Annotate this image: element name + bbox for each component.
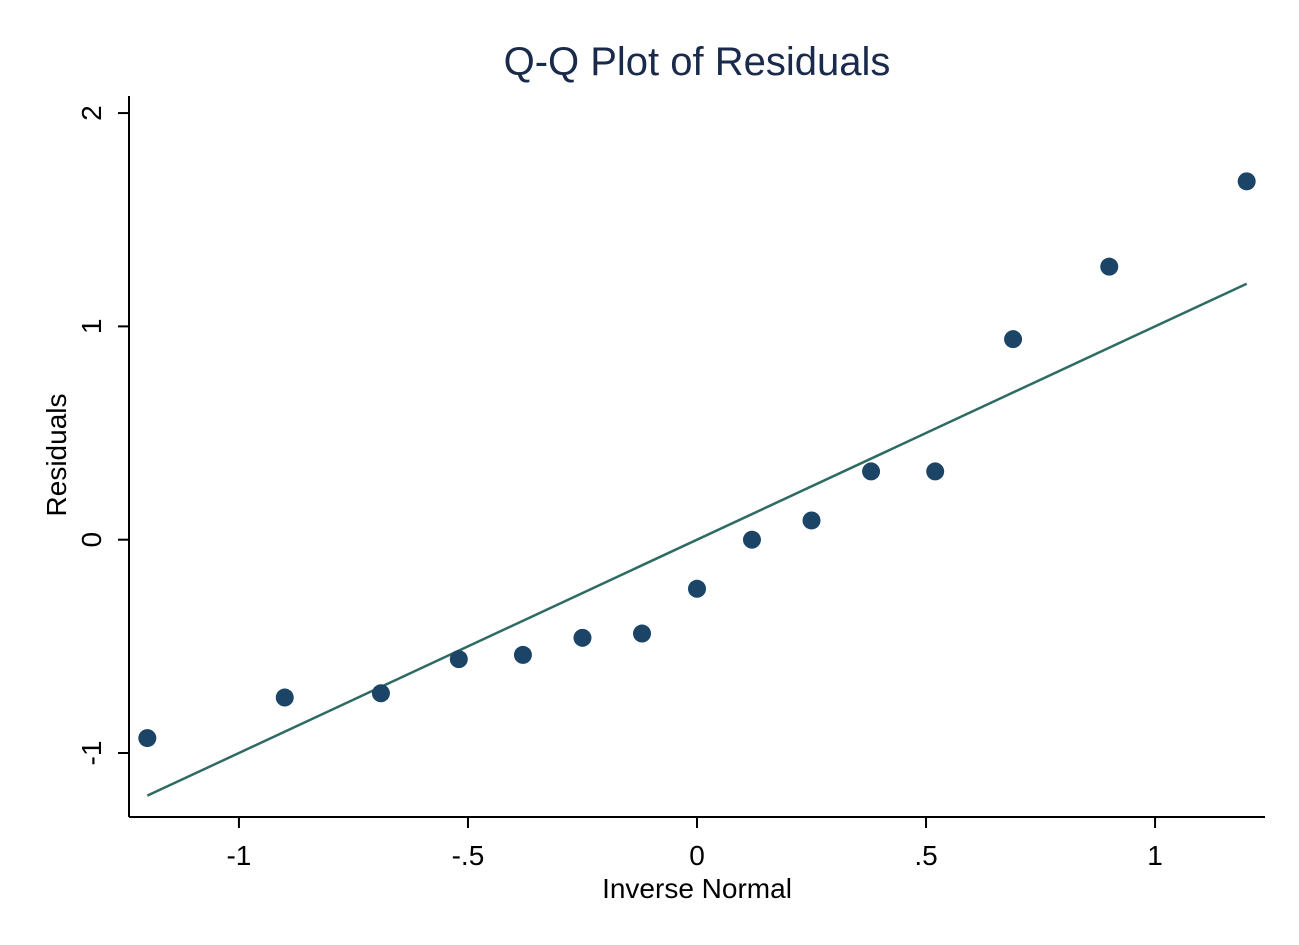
residual-point xyxy=(1100,257,1119,276)
residual-point xyxy=(688,579,706,598)
residual-point xyxy=(1004,330,1023,349)
x-tick-label: -.5 xyxy=(452,840,485,871)
x-axis-ticks: -1 -.5 0 .5 1 xyxy=(226,817,1163,871)
residual-point xyxy=(275,688,294,707)
residual-point xyxy=(926,462,945,481)
chart-title: Q-Q Plot of Residuals xyxy=(504,40,891,84)
residual-point xyxy=(449,650,468,669)
residual-point xyxy=(513,645,532,664)
y-tick-label: 1 xyxy=(76,319,107,335)
y-tick-label: -1 xyxy=(76,741,107,766)
y-axis-title: Residuals xyxy=(41,394,72,517)
x-tick-label: -1 xyxy=(226,840,251,871)
residual-point xyxy=(742,530,761,549)
residual-point xyxy=(573,628,592,647)
residual-point xyxy=(802,511,821,530)
residual-point xyxy=(633,624,652,643)
y-tick-label: 2 xyxy=(76,105,107,121)
x-axis-title: Inverse Normal xyxy=(602,873,792,904)
reference-line xyxy=(146,282,1248,797)
y-tick-label: 0 xyxy=(76,532,107,548)
x-tick-label: .5 xyxy=(914,840,937,871)
x-tick-label: 1 xyxy=(1147,840,1163,871)
residual-point xyxy=(862,462,881,481)
residual-point xyxy=(371,684,390,703)
residual-point xyxy=(138,729,157,748)
y-axis-ticks: -1 0 1 2 xyxy=(76,105,129,765)
residual-point xyxy=(1237,172,1256,191)
x-tick-label: 0 xyxy=(689,840,705,871)
plot-area xyxy=(138,172,1256,797)
